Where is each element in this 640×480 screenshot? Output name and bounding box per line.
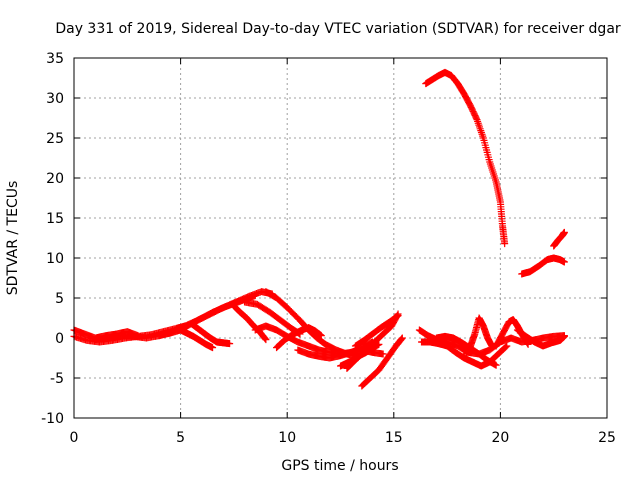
series-track-25 xyxy=(550,228,568,250)
series-track-11 xyxy=(273,324,325,352)
y-tick-label: 0 xyxy=(55,331,64,347)
data-point xyxy=(560,228,568,236)
x-tick-label: 10 xyxy=(278,430,296,446)
series-track-20 xyxy=(462,314,496,358)
series-track-21 xyxy=(492,316,532,350)
chart-title: Day 331 of 2019, Sidereal Day-to-day VTE… xyxy=(55,21,621,37)
y-tick-label: -10 xyxy=(41,411,64,427)
x-tick-label: 25 xyxy=(598,430,616,446)
data-point xyxy=(560,332,568,340)
plot-frame xyxy=(73,57,608,419)
series-track-24 xyxy=(518,254,568,278)
y-tick-label: 25 xyxy=(46,131,64,147)
x-tick-label: 5 xyxy=(176,430,185,446)
series-track-15 xyxy=(358,334,406,390)
series-track-22 xyxy=(432,332,500,369)
data-point xyxy=(379,350,387,358)
y-axis-label: SDTVAR / TECUs xyxy=(5,181,21,296)
data-point-interp xyxy=(393,311,401,319)
data-point xyxy=(226,340,234,348)
data-point-interp xyxy=(261,335,269,343)
data-point xyxy=(375,340,383,348)
data-point-interp xyxy=(398,335,406,343)
series-track-23 xyxy=(513,326,568,350)
x-tick-label: 20 xyxy=(491,430,509,446)
axis-ticks: 0 5 10 15 20 25 -10 -5 0 5 10 15 20 25 30 35 xyxy=(41,51,616,446)
data-point xyxy=(524,340,532,348)
y-tick-label: 30 xyxy=(46,91,64,107)
data-points xyxy=(70,68,568,390)
y-tick-label: 35 xyxy=(46,51,64,67)
y-tick-label: -5 xyxy=(50,371,64,387)
data-point xyxy=(317,332,325,340)
data-point-interp xyxy=(501,344,509,352)
x-tick-label: 15 xyxy=(385,430,403,446)
data-point xyxy=(209,344,217,352)
data-point xyxy=(501,240,509,248)
series-track-5 xyxy=(177,326,217,352)
series-track-6 xyxy=(187,320,234,348)
y-tick-label: 10 xyxy=(46,251,64,267)
data-point xyxy=(262,336,270,344)
data-point-interp xyxy=(523,339,531,347)
x-tick-label: 0 xyxy=(70,430,79,446)
x-axis-label: GPS time / hours xyxy=(281,458,398,474)
data-point xyxy=(503,342,511,350)
data-point xyxy=(394,310,402,318)
data-point xyxy=(398,334,406,342)
series-track-17 xyxy=(422,68,509,248)
series-track-16 xyxy=(343,340,383,372)
data-point-interp xyxy=(502,343,510,351)
data-point xyxy=(560,258,568,266)
y-tick-label: 15 xyxy=(46,211,64,227)
grid-lines xyxy=(74,58,607,418)
y-tick-label: 5 xyxy=(55,291,64,307)
data-point-interp xyxy=(397,336,405,344)
y-tick-label: 20 xyxy=(46,171,64,187)
data-point xyxy=(492,361,500,369)
data-point-interp xyxy=(261,334,269,342)
data-point-interp xyxy=(472,114,480,122)
